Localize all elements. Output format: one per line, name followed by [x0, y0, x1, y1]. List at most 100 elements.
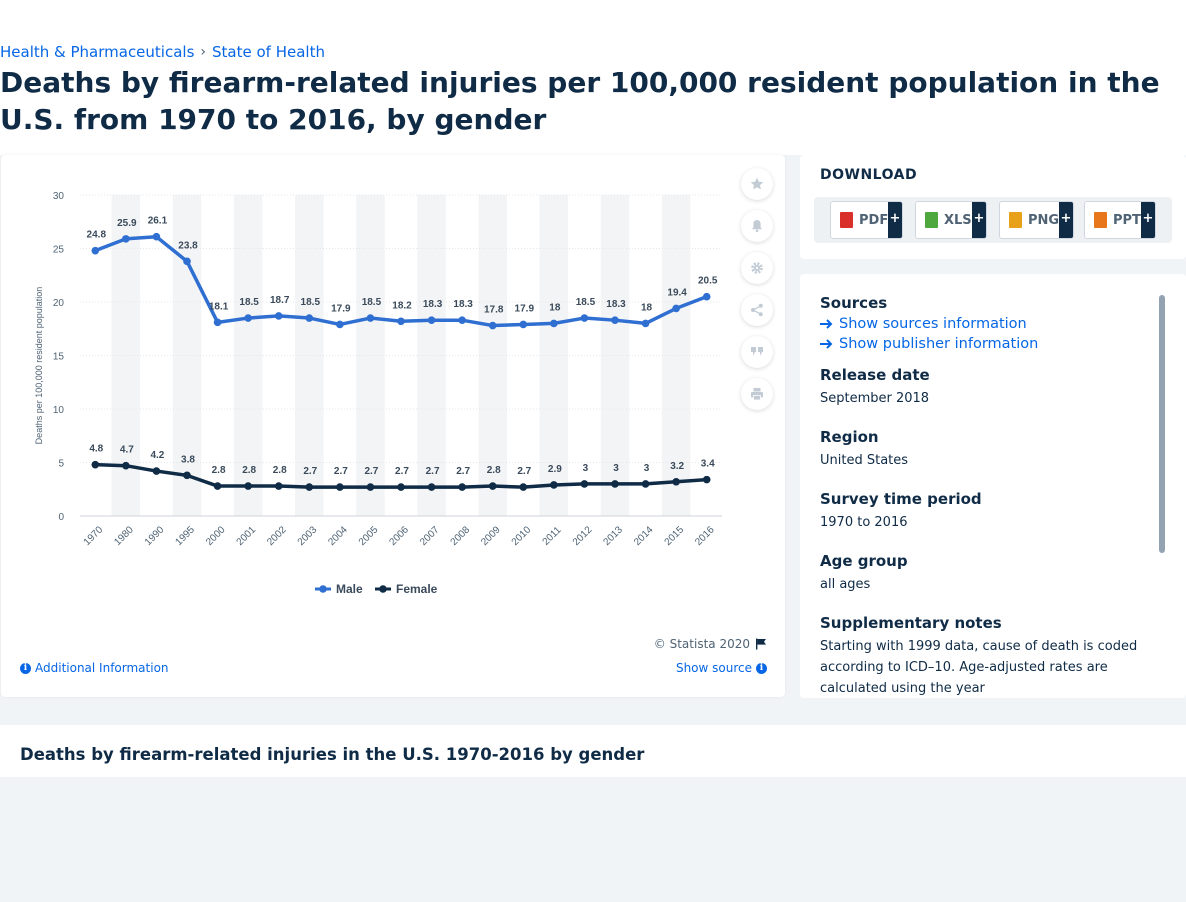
- data-label-male: 18.3: [606, 299, 626, 310]
- arrow-right-icon: [820, 319, 833, 329]
- breadcrumb-health-pharmaceuticals[interactable]: Health & Pharmaceuticals: [0, 43, 195, 61]
- data-point-male: [641, 319, 650, 328]
- column-band: [356, 195, 385, 516]
- chart-toolbar: [741, 168, 773, 420]
- show-sources-label: Show sources information: [839, 316, 1027, 332]
- download-title: DOWNLOAD: [820, 167, 918, 183]
- show-sources-link[interactable]: Show sources information: [820, 316, 1150, 332]
- y-tick-label: 20: [53, 298, 65, 309]
- data-label-male: 18.3: [453, 299, 473, 310]
- data-point-male: [183, 257, 191, 266]
- data-label-female: 2.8: [212, 465, 226, 476]
- data-point-male: [488, 321, 497, 330]
- y-tick-label: 5: [58, 459, 64, 470]
- star-icon: [750, 177, 764, 190]
- download-pdf-button[interactable]: PDF +: [830, 201, 903, 239]
- x-tick-label: 2000: [204, 524, 228, 548]
- data-label-female: 2.8: [242, 465, 256, 476]
- favorite-button[interactable]: [741, 168, 773, 200]
- data-label-male: 17.9: [515, 303, 535, 314]
- data-point-female: [641, 480, 650, 488]
- notification-button[interactable]: [741, 210, 773, 242]
- data-label-male: 17.8: [484, 305, 504, 316]
- x-tick-label: 2008: [449, 524, 473, 548]
- download-ppt-button[interactable]: PPT +: [1084, 201, 1156, 239]
- data-point-male: [519, 320, 528, 329]
- details-scrollbar[interactable]: [1159, 295, 1165, 553]
- bell-icon: [752, 220, 762, 233]
- png-file-icon: [1009, 212, 1022, 228]
- quote-icon: [751, 347, 763, 356]
- data-point-male: [397, 317, 405, 326]
- flag-icon[interactable]: [755, 638, 767, 650]
- download-png-label: PNG: [1028, 212, 1060, 228]
- data-label-male: 26.1: [148, 216, 168, 227]
- header-band: [0, 0, 1186, 155]
- x-tick-label: 2010: [510, 524, 534, 548]
- data-point-female: [458, 483, 466, 491]
- breadcrumb-state-of-health[interactable]: State of Health: [212, 43, 325, 61]
- data-label-male: 18: [641, 302, 653, 313]
- share-button[interactable]: [741, 294, 773, 326]
- breadcrumb-separator: ›: [200, 44, 207, 60]
- release-date-heading: Release date: [820, 366, 930, 384]
- data-point-male: [244, 314, 252, 322]
- download-buttons: PDF + XLS + PNG + PPT +: [814, 197, 1172, 243]
- statista-copyright: © Statista 2020: [654, 637, 767, 651]
- legend-marker-dot: [379, 585, 387, 593]
- related-statistic-title[interactable]: Deaths by firearm-related injuries in th…: [20, 745, 645, 764]
- data-label-female: 2.8: [273, 465, 287, 476]
- data-point-female: [91, 460, 100, 469]
- data-label-male: 25.9: [117, 218, 137, 229]
- x-tick-label: 2013: [601, 524, 625, 548]
- region-value: United States: [820, 453, 909, 468]
- data-label-female: 3.2: [670, 461, 684, 472]
- x-tick-label: 2003: [296, 524, 320, 548]
- x-tick-label: 1970: [82, 524, 106, 548]
- arrow-right-icon: [820, 339, 833, 349]
- data-label-female: 4.2: [150, 450, 164, 461]
- column-band: [172, 195, 202, 516]
- cite-button[interactable]: [741, 336, 773, 368]
- data-point-female: [519, 483, 528, 491]
- download-png-button[interactable]: PNG +: [999, 201, 1074, 239]
- x-tick-label: 1995: [173, 524, 197, 548]
- data-label-female: 3.8: [181, 454, 195, 465]
- show-source-link[interactable]: Show source i: [676, 661, 767, 675]
- legend-label-female: Female: [396, 582, 438, 596]
- x-tick-label: 1980: [112, 524, 136, 548]
- show-publisher-link[interactable]: Show publisher information: [820, 336, 1150, 352]
- data-point-female: [702, 475, 711, 484]
- line-chart: 0 5 10 15 20 25 30 Deaths per 100,000 resident …: [34, 191, 722, 596]
- data-label-female: 2.7: [334, 466, 348, 477]
- print-button[interactable]: [741, 378, 773, 410]
- png-plus-badge: +: [1059, 202, 1073, 238]
- x-tick-label: 2009: [479, 524, 503, 548]
- additional-information-link[interactable]: i Additional Information: [20, 661, 169, 675]
- data-label-female: 3: [583, 463, 589, 474]
- x-tick-label: 2001: [235, 524, 259, 548]
- data-point-female: [366, 483, 375, 491]
- x-tick-label: 2011: [541, 524, 564, 547]
- chart-card: 0 5 10 15 20 25 30 Deaths per 100,000 resident …: [1, 155, 785, 697]
- survey-period-heading: Survey time period: [820, 490, 982, 508]
- ppt-plus-badge: +: [1141, 202, 1155, 238]
- data-point-female: [183, 471, 191, 480]
- y-tick-label: 10: [53, 405, 65, 416]
- data-point-male: [580, 314, 589, 322]
- gear-icon: [751, 262, 763, 274]
- y-tick-label: 15: [53, 352, 65, 363]
- data-label-male: 18.5: [239, 297, 259, 308]
- data-label-male: 18.3: [423, 299, 443, 310]
- download-xls-button[interactable]: XLS +: [915, 201, 987, 239]
- settings-button[interactable]: [741, 252, 773, 284]
- x-tick-label: 2006: [387, 524, 411, 548]
- age-group-heading: Age group: [820, 552, 908, 570]
- data-label-male: 18.7: [270, 295, 290, 306]
- data-label-male: 18.5: [362, 297, 382, 308]
- x-tick-label: 2004: [326, 524, 350, 548]
- data-point-female: [244, 482, 252, 490]
- show-publisher-label: Show publisher information: [839, 336, 1039, 352]
- data-point-male: [672, 304, 680, 313]
- data-label-female: 2.7: [303, 466, 317, 477]
